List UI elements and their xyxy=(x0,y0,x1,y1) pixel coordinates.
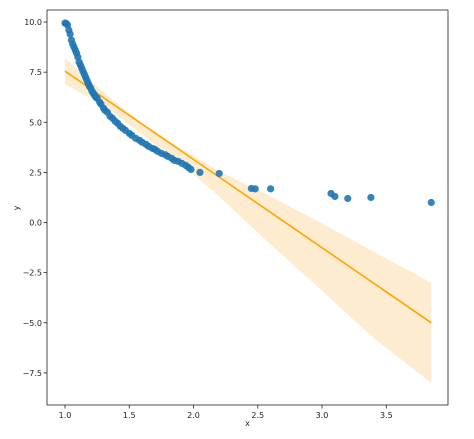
regression-line xyxy=(64,70,432,324)
scatter-point xyxy=(66,30,74,38)
x-tick-label: 3.5 xyxy=(380,411,393,420)
fit-line-layer xyxy=(64,70,432,324)
y-axis-label: y xyxy=(12,205,21,210)
confidence-band-layer xyxy=(64,58,432,383)
y-tick-label: 2.5 xyxy=(29,168,42,177)
x-tick-label: 3.0 xyxy=(316,411,329,420)
y-tick-label: −7.5 xyxy=(23,369,42,378)
scatter-point xyxy=(331,192,339,201)
scatter-point xyxy=(267,185,275,193)
y-tick-label: 7.5 xyxy=(29,68,42,77)
y-tick-label: −2.5 xyxy=(23,269,42,278)
x-tick-label: 2.5 xyxy=(251,411,264,420)
scatter-point xyxy=(196,168,204,177)
scatter-point xyxy=(215,169,223,178)
confidence-band xyxy=(64,58,432,383)
scatter-point xyxy=(427,198,435,207)
scatter-point xyxy=(367,193,375,202)
scatter-point xyxy=(251,185,259,193)
y-axis-ticks: −7.5 −5.0 −2.5 0.0 2.5 5.0 7.5 10.0 xyxy=(23,18,47,378)
scatter-points-layer xyxy=(61,19,435,207)
scatter-point xyxy=(344,194,352,203)
y-tick-label: 0.0 xyxy=(29,219,42,228)
y-tick-label: −5.0 xyxy=(23,319,42,328)
x-axis-label: x xyxy=(245,419,250,428)
y-tick-label: 5.0 xyxy=(29,118,42,127)
x-axis-ticks: 1.0 1.5 2.0 2.5 3.0 3.5 xyxy=(59,405,393,420)
y-tick-label: 10.0 xyxy=(24,18,42,27)
scatter-point xyxy=(187,165,195,174)
x-tick-label: 2.0 xyxy=(187,411,200,420)
x-tick-label: 1.5 xyxy=(123,411,136,420)
x-tick-label: 1.0 xyxy=(59,411,72,420)
